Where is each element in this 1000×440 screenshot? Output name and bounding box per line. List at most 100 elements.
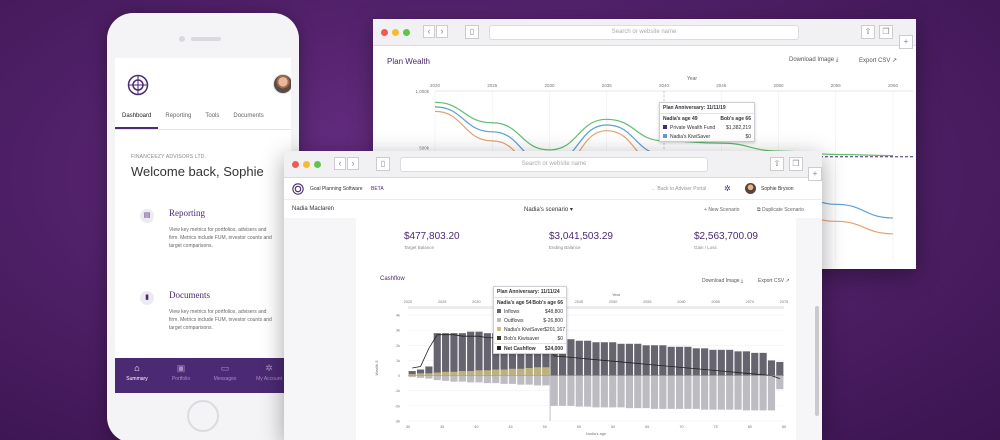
tooltip-row-label: Outflows <box>504 317 524 324</box>
cashflow-chart[interactable]: Year202020252030203520402045205020552060… <box>364 287 796 440</box>
tabs-icon[interactable]: ❐ <box>879 25 893 39</box>
tab-dashboard[interactable]: Dashboard <box>115 108 159 129</box>
tooltip-row-value: $0 <box>745 133 751 140</box>
inflow-bar <box>609 342 617 376</box>
app-name: Goal Planning Software <box>310 186 363 192</box>
minimize-dot[interactable] <box>303 161 310 168</box>
legend-swatch <box>497 318 501 323</box>
back-arrow-icon[interactable]: ‹ <box>423 25 435 38</box>
outflow-bar <box>650 375 659 409</box>
share-icon[interactable]: ⇧ <box>770 157 784 171</box>
tabs-icon[interactable]: ❐ <box>789 157 803 171</box>
home-icon: ⌂ <box>134 363 140 373</box>
user-name[interactable]: Sophie Bryson <box>761 186 794 192</box>
inflow-bar <box>450 333 458 376</box>
scrollbar[interactable] <box>815 306 819 416</box>
inflow-bar <box>751 352 759 376</box>
x-tick-label: 2070 <box>746 300 754 304</box>
duplicate-scenario-button[interactable]: ⧉ Duplicate Scenario <box>757 207 804 213</box>
tooltip-header: Plan Anniversary: 11/11/24 <box>494 287 566 298</box>
tooltip-row-value: $0 <box>557 335 563 342</box>
documents-card[interactable]: ▮ Documents View key metrics for portfol… <box>131 288 281 358</box>
outflow-bar <box>609 375 617 408</box>
new-tab-icon[interactable]: + <box>808 167 822 181</box>
close-dot[interactable] <box>381 29 388 36</box>
share-icon[interactable]: ⇧ <box>861 25 875 39</box>
forward-arrow-icon[interactable]: › <box>347 157 359 170</box>
outflow-bar <box>634 375 642 409</box>
x-tick-label: 2055 <box>831 83 842 88</box>
gear-icon[interactable]: ✲ <box>724 184 731 193</box>
nav-messages[interactable]: ▭ Messages <box>205 358 245 393</box>
avatar[interactable] <box>273 74 291 94</box>
inflow-bar <box>500 333 508 376</box>
sidebar-icon[interactable]: ▯ <box>376 157 390 171</box>
outflow-bar <box>684 375 692 409</box>
download-image-link[interactable]: Download Image ⤓ <box>702 278 743 284</box>
outflow-bar <box>742 375 750 411</box>
inflow-bar <box>776 361 784 376</box>
back-to-portal-link[interactable]: ← Back to Adviser Portal <box>651 186 706 192</box>
x-tick-label: 50 <box>543 425 547 429</box>
export-csv-link[interactable]: Export CSV ↗ <box>758 278 790 284</box>
new-tab-icon[interactable]: + <box>899 35 913 49</box>
nav-my-account[interactable]: ✲ My Account <box>249 358 289 393</box>
card-title: Documents <box>169 290 210 300</box>
download-label: Download Image <box>702 278 740 284</box>
sidebar-icon[interactable]: ▯ <box>465 25 479 39</box>
forward-arrow-icon[interactable]: › <box>436 25 448 38</box>
avatar[interactable] <box>745 183 756 194</box>
export-csv-link[interactable]: Export CSV ↗ <box>859 57 897 64</box>
outflow-bar <box>433 375 441 381</box>
outflow-bar <box>751 375 759 411</box>
chevron-down-icon: ▾ <box>569 207 573 213</box>
minimize-dot[interactable] <box>392 29 399 36</box>
x-tick-label: 45 <box>508 425 512 429</box>
phone-home-button[interactable] <box>187 400 219 432</box>
metric-target-balance: $477,803.20 Target Balance <box>404 231 460 250</box>
outflow-bar <box>533 375 542 386</box>
left-gutter <box>284 218 356 440</box>
kiwisaver-bar <box>500 369 508 376</box>
download-icon: ⤓ <box>740 278 744 284</box>
external-link-icon: ↗ <box>892 58 898 64</box>
nav-summary[interactable]: ⌂ Summary <box>117 358 157 393</box>
address-bar[interactable]: Search or website name <box>489 25 799 40</box>
outflow-bar <box>701 375 709 410</box>
outflow-bar <box>675 375 684 409</box>
x-tick-label: 2035 <box>602 83 613 88</box>
maximize-dot[interactable] <box>403 29 410 36</box>
inflow-bar <box>483 333 491 376</box>
outflow-bar <box>467 375 475 383</box>
close-dot[interactable] <box>292 161 299 168</box>
tab-tools[interactable]: Tools <box>205 113 220 119</box>
tab-reporting[interactable]: Reporting <box>165 113 192 119</box>
inflow-bar <box>759 352 767 376</box>
address-bar[interactable]: Search or website name <box>400 157 708 172</box>
y-axis-label: Wealth $ <box>375 360 379 376</box>
nav-portfolio[interactable]: ▣ Portfolio <box>161 358 201 393</box>
y-tick-label: 3k <box>396 329 400 333</box>
download-image-link[interactable]: Download Image ⤓ <box>789 57 838 64</box>
tooltip-row-value: $48,800 <box>544 308 563 315</box>
inflow-bar <box>416 369 425 376</box>
maximize-dot[interactable] <box>314 161 321 168</box>
outflow-bar <box>559 375 567 406</box>
card-description: View key metrics for portfolios, adviser… <box>169 309 272 331</box>
kiwisaver-bar <box>425 373 433 376</box>
reporting-card[interactable]: ▤ Reporting View key metrics for portfol… <box>131 206 281 276</box>
y-tick-label: 4k <box>396 314 400 318</box>
new-scenario-button[interactable]: + New Scenario <box>704 207 739 213</box>
inflow-bar <box>517 334 525 376</box>
tab-documents[interactable]: Documents <box>233 113 264 119</box>
inflow-bar <box>767 360 776 376</box>
inflow-bar <box>734 351 742 376</box>
inflow-bar <box>717 349 725 376</box>
scenario-select[interactable]: Nadia's scenario ▾ <box>524 206 573 213</box>
inflow-bar <box>625 343 633 376</box>
x-tick-label: 70 <box>679 425 683 429</box>
external-link-icon: ↗ <box>785 278 790 284</box>
back-arrow-icon[interactable]: ‹ <box>334 157 346 170</box>
y-tick-label: 1,000k <box>415 89 429 94</box>
kiwisaver-bar <box>467 371 475 376</box>
